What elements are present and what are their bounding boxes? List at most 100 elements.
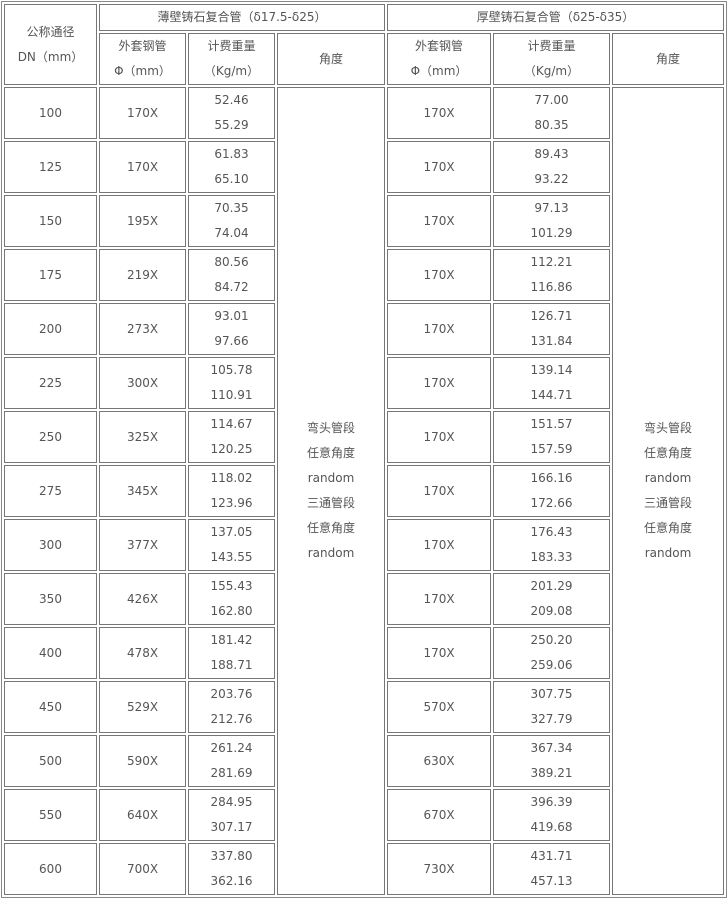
- thick-outer-pipe-cell: 170X: [387, 87, 491, 139]
- thin-weight-cell: 93.01 97.66: [188, 303, 275, 355]
- thin-outer-pipe-cell: 590X: [99, 735, 186, 787]
- thick-weight-cell: 89.43 93.22: [493, 141, 610, 193]
- thin-outer-pipe-cell: 325X: [99, 411, 186, 463]
- table-row: 300 377X 137.05 143.55 170X 176.43 183.33: [4, 519, 724, 571]
- table-row: 175 219X 80.56 84.72 170X 112.21 116.86: [4, 249, 724, 301]
- dn-cell: 200: [4, 303, 97, 355]
- thin-weight-cell: 284.95 307.17: [188, 789, 275, 841]
- thin-weight-cell: 155.43 162.80: [188, 573, 275, 625]
- dn-header: 公称通径 DN（mm）: [4, 4, 97, 85]
- thick-outer-pipe-cell: 170X: [387, 465, 491, 517]
- thick-weight-cell: 112.21 116.86: [493, 249, 610, 301]
- thick-angle-header: 角度: [612, 33, 725, 85]
- thick-outer-pipe-cell: 170X: [387, 141, 491, 193]
- thick-weight-cell: 201.29 209.08: [493, 573, 610, 625]
- dn-cell: 175: [4, 249, 97, 301]
- dn-cell: 275: [4, 465, 97, 517]
- table-row: 500 590X 261.24 281.69 630X 367.34 389.21: [4, 735, 724, 787]
- thin-outer-pipe-header: 外套钢管 Φ（mm）: [99, 33, 186, 85]
- thick-outer-pipe-cell: 570X: [387, 681, 491, 733]
- dn-cell: 300: [4, 519, 97, 571]
- thick-weight-cell: 307.75 327.79: [493, 681, 610, 733]
- thick-weight-cell: 126.71 131.84: [493, 303, 610, 355]
- thick-outer-pipe-cell: 630X: [387, 735, 491, 787]
- dn-cell: 500: [4, 735, 97, 787]
- thin-outer-pipe-cell: 300X: [99, 357, 186, 409]
- thin-angle-header: 角度: [277, 33, 385, 85]
- thin-weight-cell: 105.78 110.91: [188, 357, 275, 409]
- table-row: 200 273X 93.01 97.66 170X 126.71 131.84: [4, 303, 724, 355]
- thick-weight-cell: 166.16 172.66: [493, 465, 610, 517]
- table-row: 125 170X 61.83 65.10 170X 89.43 93.22: [4, 141, 724, 193]
- thin-weight-header: 计费重量 （Kg/m）: [188, 33, 275, 85]
- thick-group-header: 厚壁铸石复合管（δ25-δ35）: [387, 4, 725, 31]
- thick-weight-cell: 396.39 419.68: [493, 789, 610, 841]
- thin-outer-pipe-cell: 195X: [99, 195, 186, 247]
- dn-cell: 450: [4, 681, 97, 733]
- thin-weight-cell: 114.67 120.25: [188, 411, 275, 463]
- thin-weight-cell: 80.56 84.72: [188, 249, 275, 301]
- thin-weight-cell: 137.05 143.55: [188, 519, 275, 571]
- thick-weight-cell: 139.14 144.71: [493, 357, 610, 409]
- thick-angle-cell: 弯头管段 任意角度 random 三通管段 任意角度 random: [612, 87, 725, 895]
- thick-outer-pipe-header: 外套钢管 Φ（mm）: [387, 33, 491, 85]
- thin-weight-cell: 261.24 281.69: [188, 735, 275, 787]
- dn-cell: 400: [4, 627, 97, 679]
- thick-outer-pipe-cell: 170X: [387, 303, 491, 355]
- thick-weight-cell: 97.13 101.29: [493, 195, 610, 247]
- thick-outer-pipe-cell: 170X: [387, 411, 491, 463]
- thick-outer-pipe-cell: 170X: [387, 519, 491, 571]
- dn-cell: 100: [4, 87, 97, 139]
- thick-weight-cell: 77.00 80.35: [493, 87, 610, 139]
- table-row: 450 529X 203.76 212.76 570X 307.75 327.79: [4, 681, 724, 733]
- thick-outer-pipe-cell: 170X: [387, 627, 491, 679]
- thin-weight-cell: 61.83 65.10: [188, 141, 275, 193]
- thin-angle-cell: 弯头管段 任意角度 random 三通管段 任意角度 random: [277, 87, 385, 895]
- thin-outer-pipe-cell: 377X: [99, 519, 186, 571]
- table-row: 350 426X 155.43 162.80 170X 201.29 209.08: [4, 573, 724, 625]
- thick-weight-cell: 250.20 259.06: [493, 627, 610, 679]
- thin-outer-pipe-cell: 529X: [99, 681, 186, 733]
- table-row: 550 640X 284.95 307.17 670X 396.39 419.68: [4, 789, 724, 841]
- dn-cell: 600: [4, 843, 97, 895]
- thick-weight-cell: 176.43 183.33: [493, 519, 610, 571]
- thick-outer-pipe-cell: 170X: [387, 573, 491, 625]
- table-row: 225 300X 105.78 110.91 170X 139.14 144.71: [4, 357, 724, 409]
- table-row: 100 170X 52.46 55.29 弯头管段 任意角度 random 三通管段 任意角度 r…: [4, 87, 725, 895]
- table-row: 275 345X 118.02 123.96 170X 166.16 172.66: [4, 465, 724, 517]
- thin-outer-pipe-cell: 170X: [99, 87, 186, 139]
- thick-outer-pipe-cell: 170X: [387, 249, 491, 301]
- thin-weight-cell: 118.02 123.96: [188, 465, 275, 517]
- thin-outer-pipe-cell: 273X: [99, 303, 186, 355]
- thick-weight-header: 计费重量 （Kg/m）: [493, 33, 610, 85]
- thin-outer-pipe-cell: 345X: [99, 465, 186, 517]
- thin-outer-pipe-cell: 170X: [99, 141, 186, 193]
- thick-outer-pipe-cell: 730X: [387, 843, 491, 895]
- thin-outer-pipe-cell: 426X: [99, 573, 186, 625]
- thin-weight-cell: 52.46 55.29: [188, 87, 275, 139]
- thick-weight-cell: 151.57 157.59: [493, 411, 610, 463]
- thick-outer-pipe-cell: 670X: [387, 789, 491, 841]
- table-row: 150 195X 70.35 74.04 170X 97.13 101.29: [4, 195, 724, 247]
- thin-outer-pipe-cell: 478X: [99, 627, 186, 679]
- dn-cell: 125: [4, 141, 97, 193]
- thin-group-header: 薄壁铸石复合管（δ17.5-δ25）: [99, 4, 385, 31]
- thick-outer-pipe-cell: 170X: [387, 195, 491, 247]
- thin-weight-cell: 203.76 212.76: [188, 681, 275, 733]
- dn-cell: 550: [4, 789, 97, 841]
- dn-cell: 150: [4, 195, 97, 247]
- table-row: 250 325X 114.67 120.25 170X 151.57 157.59: [4, 411, 724, 463]
- thin-weight-cell: 181.42 188.71: [188, 627, 275, 679]
- thin-weight-cell: 70.35 74.04: [188, 195, 275, 247]
- thin-weight-cell: 337.80 362.16: [188, 843, 275, 895]
- thick-weight-cell: 431.71 457.13: [493, 843, 610, 895]
- thick-outer-pipe-cell: 170X: [387, 357, 491, 409]
- thin-outer-pipe-cell: 219X: [99, 249, 186, 301]
- dn-cell: 225: [4, 357, 97, 409]
- dn-cell: 350: [4, 573, 97, 625]
- thick-weight-cell: 367.34 389.21: [493, 735, 610, 787]
- dn-cell: 250: [4, 411, 97, 463]
- thin-outer-pipe-cell: 700X: [99, 843, 186, 895]
- table-row: 400 478X 181.42 188.71 170X 250.20 259.06: [4, 627, 724, 679]
